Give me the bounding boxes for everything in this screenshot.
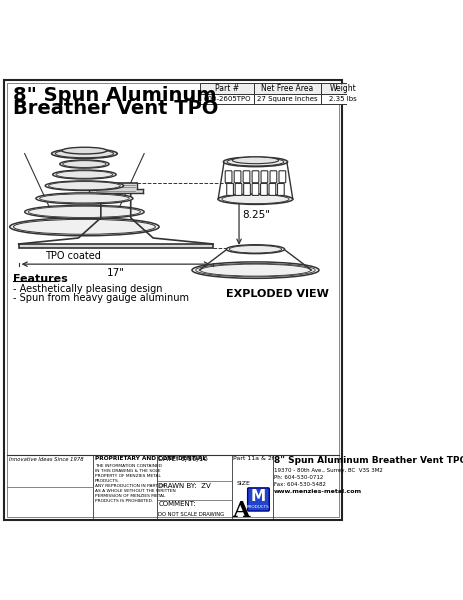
Text: DRAWN BY:  ZV: DRAWN BY: ZV: [158, 482, 211, 488]
FancyBboxPatch shape: [234, 171, 240, 183]
Text: COMMENT:: COMMENT:: [158, 501, 195, 507]
Text: PROPRIETARY AND CONFIDENTIAL: PROPRIETARY AND CONFIDENTIAL: [94, 456, 206, 461]
Ellipse shape: [192, 262, 318, 278]
Ellipse shape: [36, 193, 133, 204]
FancyBboxPatch shape: [251, 184, 258, 196]
Text: Innovative Ideas Since 1978: Innovative Ideas Since 1978: [9, 457, 83, 462]
Ellipse shape: [62, 147, 106, 154]
FancyBboxPatch shape: [225, 171, 232, 183]
Text: 19370 - 80th Ave., Surrey, BC  V3S 3M2: 19370 - 80th Ave., Surrey, BC V3S 3M2: [274, 468, 382, 473]
Ellipse shape: [52, 170, 116, 179]
FancyBboxPatch shape: [243, 184, 250, 196]
Bar: [200, 94, 253, 104]
Ellipse shape: [25, 205, 144, 218]
Polygon shape: [89, 183, 142, 193]
Text: Breather Vent TPO: Breather Vent TPO: [13, 99, 219, 118]
Text: PRODUCTS: PRODUCTS: [247, 505, 269, 509]
FancyBboxPatch shape: [277, 184, 284, 196]
FancyBboxPatch shape: [260, 184, 267, 196]
Text: 8" Spun Aluminum Breather Vent TPO: 8" Spun Aluminum Breather Vent TPO: [274, 456, 463, 465]
Bar: [253, 94, 320, 104]
FancyBboxPatch shape: [251, 171, 258, 183]
Text: SIZE: SIZE: [236, 481, 250, 486]
Ellipse shape: [60, 160, 109, 168]
Text: Ph: 604-530-0712: Ph: 604-530-0712: [274, 475, 323, 480]
Text: 600-2605TPO: 600-2605TPO: [203, 96, 250, 102]
Ellipse shape: [51, 149, 117, 158]
FancyBboxPatch shape: [247, 488, 269, 511]
Text: Part 11a & 2f: Part 11a & 2f: [232, 456, 274, 461]
FancyBboxPatch shape: [278, 171, 285, 183]
Text: - Spun from heavy gauge aluminum: - Spun from heavy gauge aluminum: [13, 293, 189, 303]
Bar: [320, 94, 364, 104]
FancyBboxPatch shape: [235, 184, 241, 196]
Text: - Aesthetically pleasing design: - Aesthetically pleasing design: [13, 284, 163, 295]
Text: www.menzies-metal.com: www.menzies-metal.com: [274, 489, 362, 494]
Ellipse shape: [45, 181, 123, 191]
Polygon shape: [19, 244, 213, 248]
Text: DO NOT SCALE DRAWING: DO NOT SCALE DRAWING: [158, 512, 224, 517]
Text: Features: Features: [13, 274, 68, 284]
FancyBboxPatch shape: [269, 184, 275, 196]
Bar: [253, 83, 320, 94]
Text: 27 Square Inches: 27 Square Inches: [257, 96, 317, 102]
FancyBboxPatch shape: [226, 184, 233, 196]
Ellipse shape: [218, 194, 292, 205]
Text: 8" Spun Aluminum: 8" Spun Aluminum: [13, 86, 217, 104]
Text: 2.35 lbs: 2.35 lbs: [328, 96, 356, 102]
Text: Weight: Weight: [329, 84, 356, 93]
Text: Part #: Part #: [214, 84, 238, 93]
Text: Fax: 604-530-5482: Fax: 604-530-5482: [274, 482, 325, 487]
Ellipse shape: [223, 157, 287, 167]
Bar: [200, 83, 253, 94]
Text: 17": 17": [106, 268, 125, 278]
Text: A: A: [232, 500, 249, 521]
Ellipse shape: [226, 245, 284, 254]
Bar: [320, 83, 364, 94]
FancyBboxPatch shape: [243, 171, 250, 183]
Ellipse shape: [10, 218, 159, 236]
Text: M: M: [250, 489, 265, 504]
Text: THE INFORMATION CONTAINED
IN THIS DRAWING & THE SOLE
PROPERTY OF MENZIES METAL
P: THE INFORMATION CONTAINED IN THIS DRAWIN…: [94, 464, 175, 503]
Text: EXPLODED VIEW: EXPLODED VIEW: [226, 289, 329, 299]
Text: 8.25": 8.25": [242, 210, 269, 220]
Ellipse shape: [232, 157, 278, 164]
Text: Net Free Area: Net Free Area: [261, 84, 313, 93]
Text: DATE: 6/16/16: DATE: 6/16/16: [158, 456, 208, 462]
Text: TPO coated: TPO coated: [45, 251, 101, 262]
FancyBboxPatch shape: [269, 171, 276, 183]
FancyBboxPatch shape: [261, 171, 267, 183]
